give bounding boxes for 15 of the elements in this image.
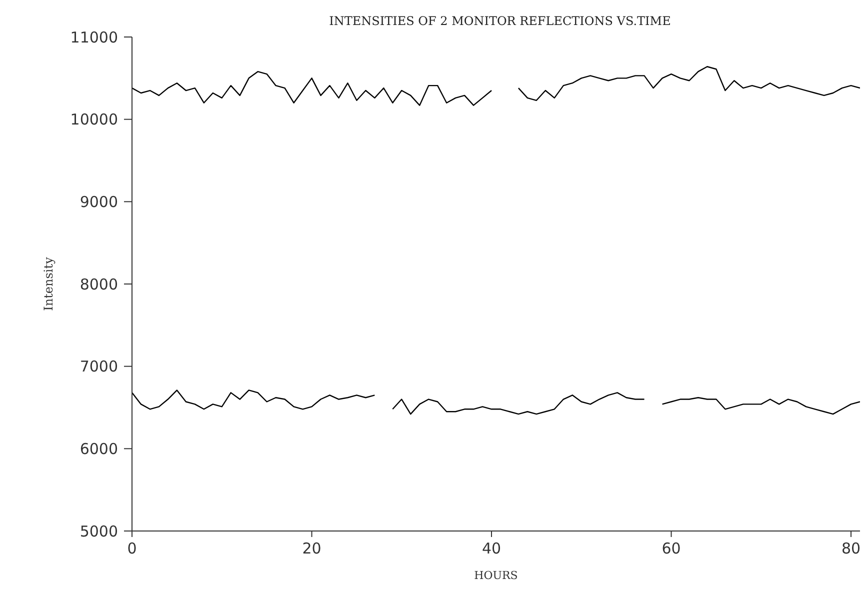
chart-title: INTENSITIES OF 2 MONITOR REFLECTIONS VS.TIME [328, 14, 672, 28]
y-axis-title: Intensity [41, 256, 56, 311]
y-tick-label: 6000 [80, 440, 118, 458]
y-tick-label: 8000 [80, 275, 118, 294]
x-tick-label: 0 [127, 540, 137, 558]
y-tick-label: 5000 [80, 522, 118, 540]
x-tick-label: 20 [302, 540, 322, 558]
x-tick-label: 80 [841, 540, 861, 558]
y-tick-label: 11000 [70, 28, 118, 46]
y-tick-label: 7000 [80, 358, 118, 376]
y-tick-label: 10000 [70, 110, 118, 129]
x-tick-label: 40 [482, 540, 502, 558]
y-tick-label: 9000 [80, 192, 118, 211]
x-axis-title: HOURS [474, 569, 518, 582]
x-tick-label: 60 [662, 540, 681, 558]
